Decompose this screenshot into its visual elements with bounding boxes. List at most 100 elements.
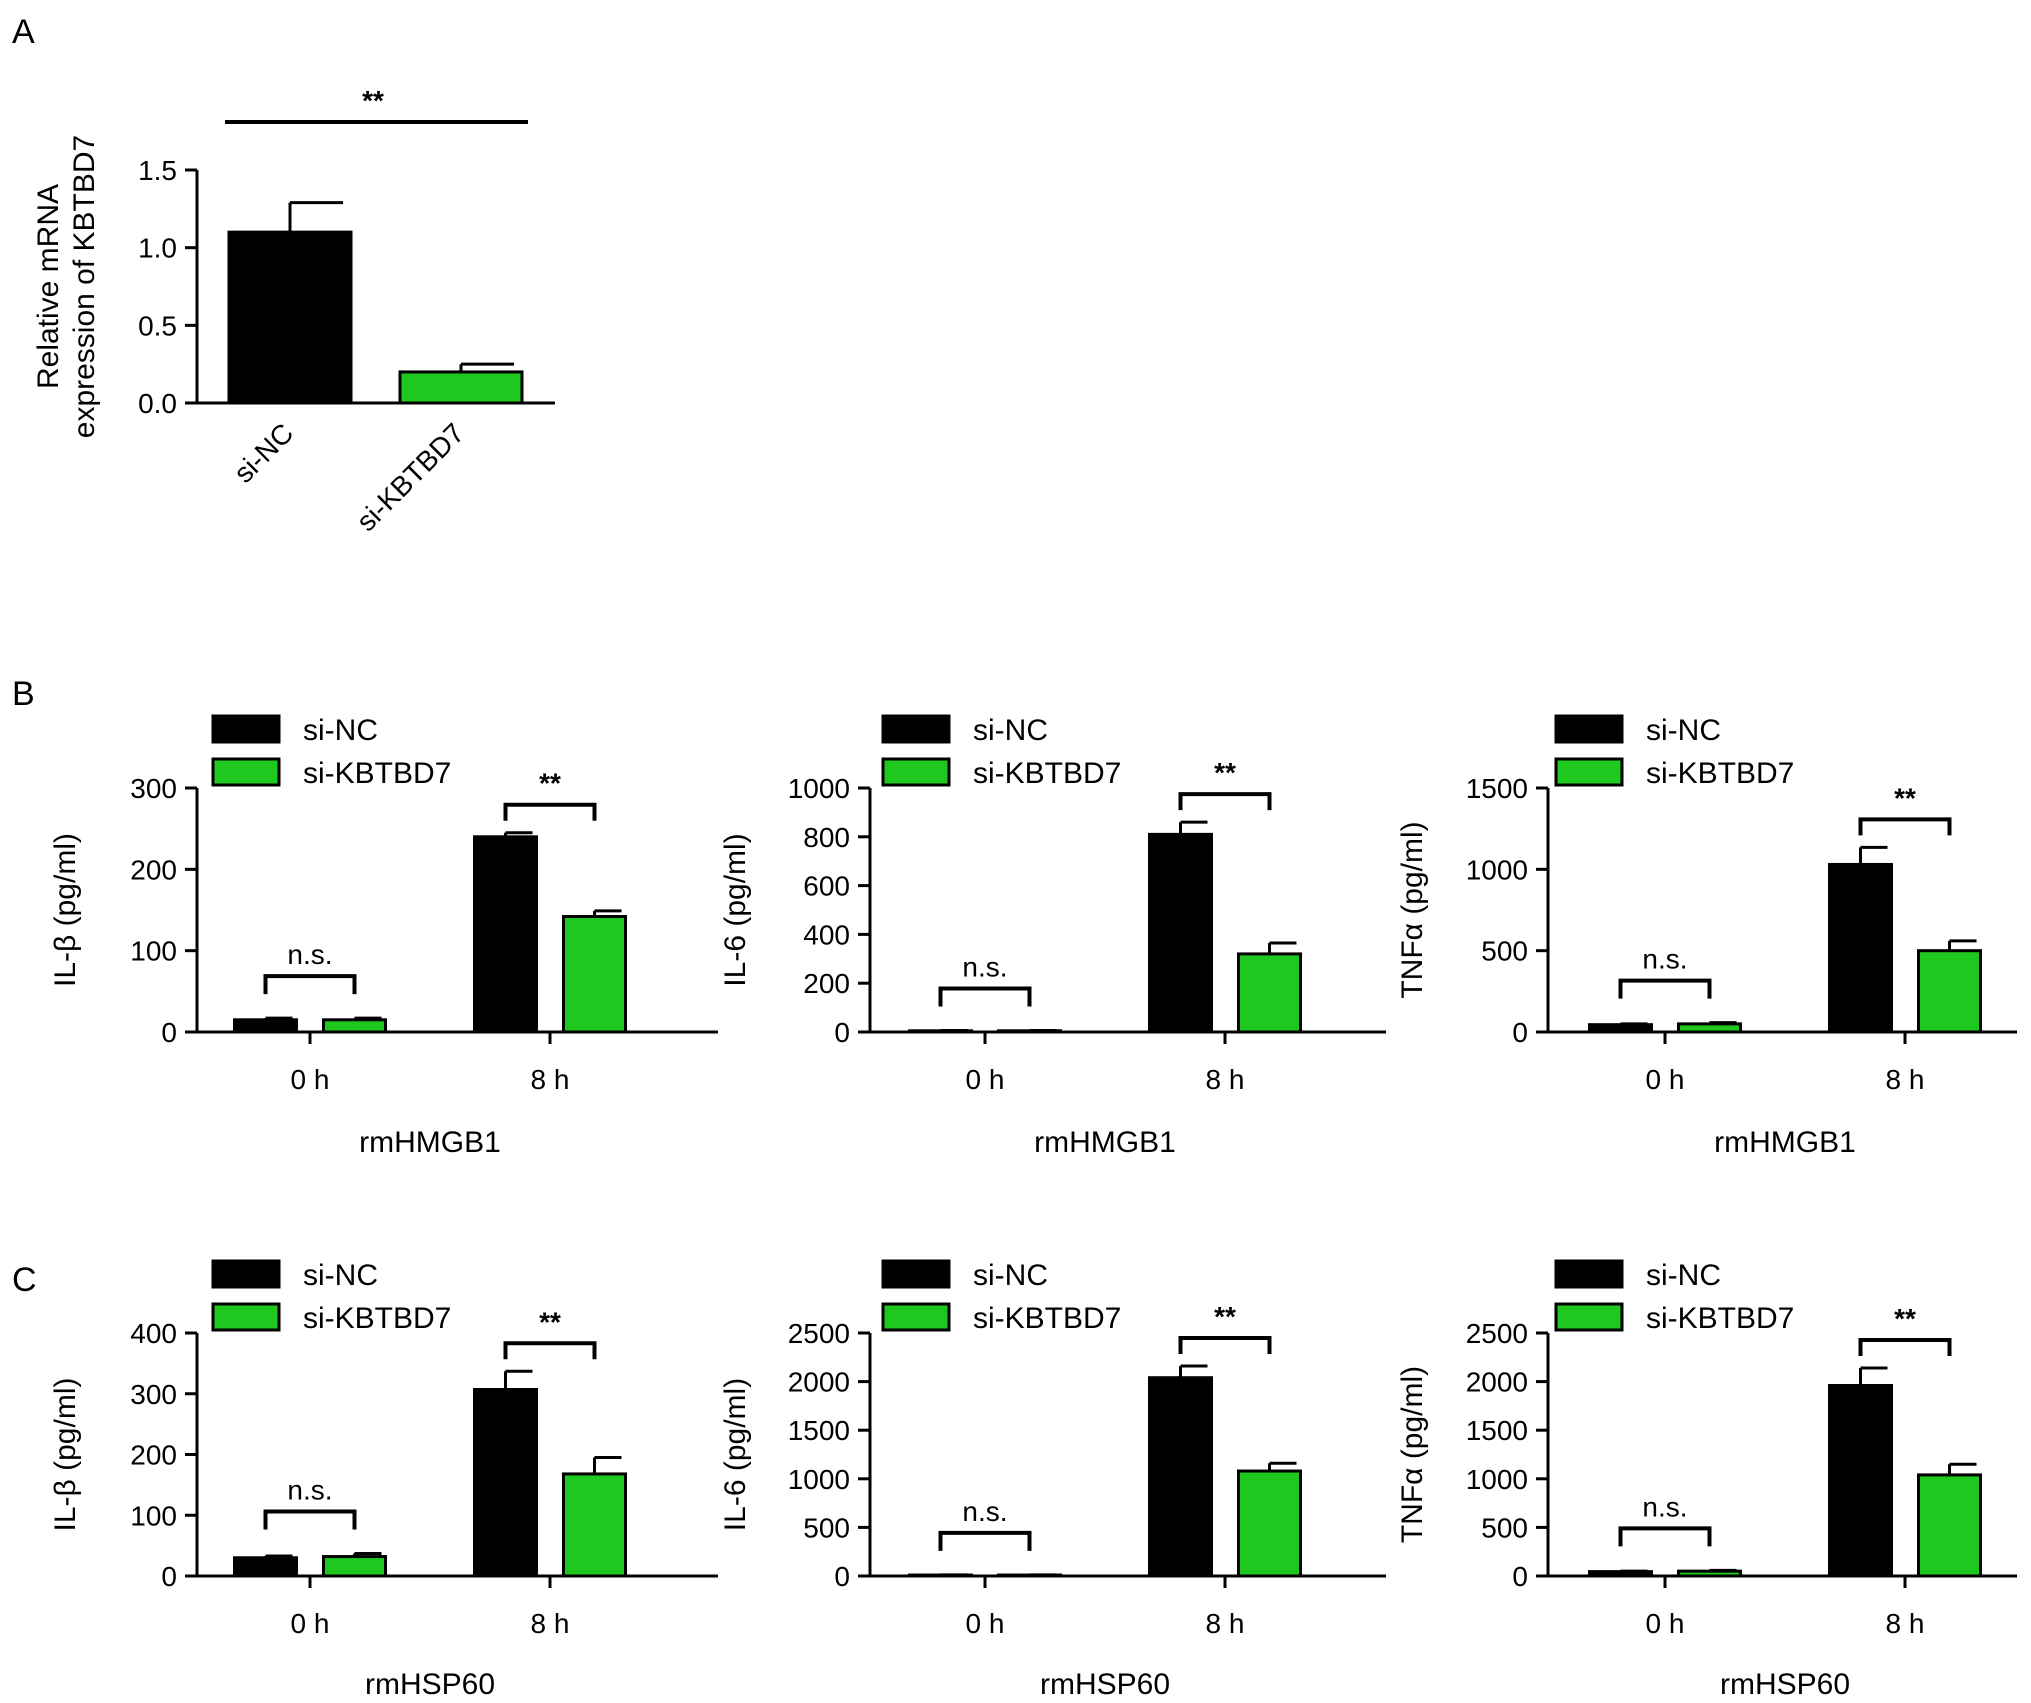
y-axis-label: IL-6 (pg/ml) xyxy=(719,833,752,986)
y-axis-label: Relative mRNA expression of KBTBD7 xyxy=(32,135,101,438)
significance-label: ** xyxy=(1894,782,1916,813)
y-tick-label: 0 xyxy=(834,1017,850,1048)
bar-si-nc xyxy=(1588,1570,1653,1578)
bar-si-kbtbd7 xyxy=(1917,1473,1982,1578)
significance-bracket xyxy=(1618,978,1712,999)
significance-label: ** xyxy=(539,768,561,799)
chart-panel-a: 0.0 0.5 1.0 1.5 si-NC si-KBTBD7 ** Relative mRN… xyxy=(32,85,555,537)
x-axis-label: rmHSP60 xyxy=(1040,1668,1170,1701)
y-tick-label: 0.5 xyxy=(138,310,177,341)
bar-si-kbtbd7 xyxy=(398,370,524,405)
y-tick-label: 0 xyxy=(1512,1561,1528,1592)
x-tick-label: 8 h xyxy=(1886,1064,1925,1095)
panel-label-c: C xyxy=(12,1261,37,1299)
y-tick-label: 100 xyxy=(130,936,177,967)
y-axis-label: TNFα (pg/ml) xyxy=(1396,821,1429,998)
bar-si-kbtbd7 xyxy=(997,1573,1062,1578)
legend-swatch-si-nc xyxy=(1554,1259,1624,1289)
x-tick-label: 0 h xyxy=(291,1608,330,1639)
y-tick-label: 300 xyxy=(130,773,177,804)
y-tick-label: 100 xyxy=(130,1500,177,1531)
y-tick-label: 1.0 xyxy=(138,233,177,264)
legend-label: si-NC xyxy=(1646,1259,1721,1292)
significance-bracket xyxy=(938,1530,1032,1551)
y-tick-label: 400 xyxy=(803,919,850,950)
legend: si-NC si-KBTBD7 xyxy=(211,714,451,790)
y-tick-label: 200 xyxy=(130,854,177,885)
x-axis-label: rmHSP60 xyxy=(1720,1668,1850,1701)
bar-si-nc xyxy=(1588,1023,1653,1034)
bar-si-nc xyxy=(1828,862,1893,1034)
bar-si-nc xyxy=(908,1573,973,1578)
bar-si-nc xyxy=(473,835,538,1034)
bar-si-kbtbd7 xyxy=(322,1018,387,1034)
x-tick-label: 0 h xyxy=(1646,1608,1685,1639)
y-tick-label: 2000 xyxy=(1466,1367,1528,1398)
legend-swatch-si-kbtbd7 xyxy=(881,1302,951,1332)
panel-label-a: A xyxy=(12,13,35,51)
y-tick-label: 500 xyxy=(803,1512,850,1543)
y-tick-label: 0 xyxy=(834,1561,850,1592)
legend: si-NC si-KBTBD7 xyxy=(211,1259,451,1335)
chart-panel-4: 0 100 200 300 400 0 h 8 h n.s. ** IL-β (pg/ml) rmH… xyxy=(49,1259,718,1701)
significance-label: ** xyxy=(1214,757,1236,788)
y-tick-label: 200 xyxy=(803,968,850,999)
y-tick-label: 1.5 xyxy=(138,155,177,186)
bar-si-kbtbd7 xyxy=(1917,949,1982,1034)
y-axis-label: IL-β (pg/ml) xyxy=(49,1378,82,1532)
significance-bracket xyxy=(1858,817,1952,836)
legend-swatch-si-nc xyxy=(1554,714,1624,744)
y-tick-label: 2500 xyxy=(1466,1318,1528,1349)
y-tick-label: 1500 xyxy=(1466,1415,1528,1446)
chart-panel-2: 0 200 400 600 800 1000 0 h 8 h n.s. ** IL-6 (pg/ml… xyxy=(719,714,1386,1159)
bar-si-nc xyxy=(233,1556,298,1578)
significance-label: n.s. xyxy=(287,1475,332,1506)
y-tick-label: 1000 xyxy=(788,773,850,804)
legend: si-NC si-KBTBD7 xyxy=(1554,714,1794,790)
chart-panel-1: 0 100 200 300 0 h 8 h n.s. ** IL-β (pg/ml) rmHMGB… xyxy=(49,714,718,1159)
legend-label: si-KBTBD7 xyxy=(1646,1302,1794,1335)
significance-bracket xyxy=(503,1341,597,1360)
legend-label: si-KBTBD7 xyxy=(973,757,1121,790)
legend-label: si-NC xyxy=(1646,714,1721,747)
bar-si-kbtbd7 xyxy=(1237,952,1302,1034)
significance-label: ** xyxy=(362,85,384,116)
significance-bracket xyxy=(263,974,357,995)
significance-label: n.s. xyxy=(287,939,332,970)
bar-si-kbtbd7 xyxy=(562,1472,627,1578)
significance-bracket xyxy=(1178,792,1272,811)
x-tick-label: 8 h xyxy=(1206,1064,1245,1095)
y-tick-label: 1000 xyxy=(1466,1464,1528,1495)
y-tick-label: 2500 xyxy=(788,1318,850,1349)
legend-swatch-si-kbtbd7 xyxy=(211,1302,281,1332)
bar-si-nc xyxy=(1148,832,1213,1034)
legend: si-NC si-KBTBD7 xyxy=(881,714,1121,790)
legend-label: si-NC xyxy=(303,714,378,747)
bar-si-nc xyxy=(1148,1376,1213,1578)
x-tick-label: 8 h xyxy=(531,1064,570,1095)
legend: si-NC si-KBTBD7 xyxy=(1554,1259,1794,1335)
legend-swatch-si-nc xyxy=(211,714,281,744)
y-axis-label: TNFα (pg/ml) xyxy=(1396,1366,1429,1543)
significance-bracket xyxy=(503,802,597,821)
y-tick-label: 1000 xyxy=(788,1464,850,1495)
legend-swatch-si-nc xyxy=(881,714,951,744)
y-axis-label-line: expression of KBTBD7 xyxy=(68,135,101,438)
chart-panel-5: 0 500 1000 1500 2000 2500 0 h 8 h n.s. ** IL-6 (pg… xyxy=(719,1259,1386,1701)
y-tick-label: 500 xyxy=(1481,936,1528,967)
y-tick-label: 0 xyxy=(161,1017,177,1048)
x-axis-label: rmHMGB1 xyxy=(359,1126,501,1159)
x-axis-label: rmHMGB1 xyxy=(1034,1126,1176,1159)
bar-si-nc xyxy=(908,1029,973,1034)
y-tick-label: 200 xyxy=(130,1440,177,1471)
bar-si-nc xyxy=(473,1387,538,1578)
legend-label: si-KBTBD7 xyxy=(303,1302,451,1335)
x-tick-label: 0 h xyxy=(966,1064,1005,1095)
y-axis-label: IL-β (pg/ml) xyxy=(49,833,82,987)
y-tick-label: 2000 xyxy=(788,1367,850,1398)
y-axis-label-line: Relative mRNA xyxy=(32,184,65,389)
chart-panel-3: 0 500 1000 1500 0 h 8 h n.s. ** TNFα (pg/ml) rmHM… xyxy=(1396,714,2017,1159)
x-tick-label: 0 h xyxy=(1646,1064,1685,1095)
x-tick-label: 0 h xyxy=(966,1608,1005,1639)
x-axis-label: rmHSP60 xyxy=(365,1668,495,1701)
